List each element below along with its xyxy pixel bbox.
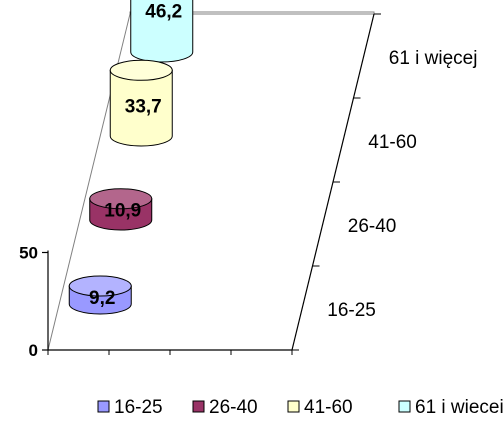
data-label: 10,9 xyxy=(104,201,141,222)
bar-41-60 xyxy=(109,59,173,147)
legend-swatch xyxy=(192,400,205,413)
category-label: 61 i więcej xyxy=(389,48,478,69)
bar-body xyxy=(109,69,173,147)
legend: 16-25 26-40 41-60 61 i wiecei xyxy=(97,397,503,418)
legend-swatch xyxy=(97,400,110,413)
data-label: 33,7 xyxy=(125,96,162,117)
bar-16-25 xyxy=(68,275,132,315)
bars xyxy=(68,0,194,315)
legend-label: 26-40 xyxy=(209,397,258,418)
y-axis-ticks: 0 50 xyxy=(19,244,48,360)
bar-61 i wiecei xyxy=(130,0,194,63)
y-tick-label: 0 xyxy=(29,341,38,360)
category-label: 26-40 xyxy=(348,216,397,237)
data-label: 9,2 xyxy=(89,288,115,309)
category-label: 16-25 xyxy=(327,300,376,321)
legend-label: 41-60 xyxy=(304,397,353,418)
back-wall xyxy=(129,11,375,14)
legend-swatch xyxy=(287,400,300,413)
category-axis-labels: 16-25 26-40 41-60 61 i więcej xyxy=(327,48,477,321)
bar-top xyxy=(89,188,153,210)
bar-body xyxy=(130,0,194,63)
data-label: 46,2 xyxy=(145,1,182,22)
bar-top xyxy=(109,59,173,81)
bar-top xyxy=(68,275,132,297)
category-label: 41-60 xyxy=(368,132,417,153)
legend-label: 61 i wiecei xyxy=(415,397,503,418)
bar-26-40 xyxy=(89,188,153,231)
legend-label: 16-25 xyxy=(114,397,163,418)
legend-swatch xyxy=(398,400,411,413)
y-tick-label: 50 xyxy=(19,244,38,263)
chart-axes xyxy=(47,13,381,355)
data-labels: 46,2 33,7 10,9 9,2 xyxy=(89,1,182,309)
